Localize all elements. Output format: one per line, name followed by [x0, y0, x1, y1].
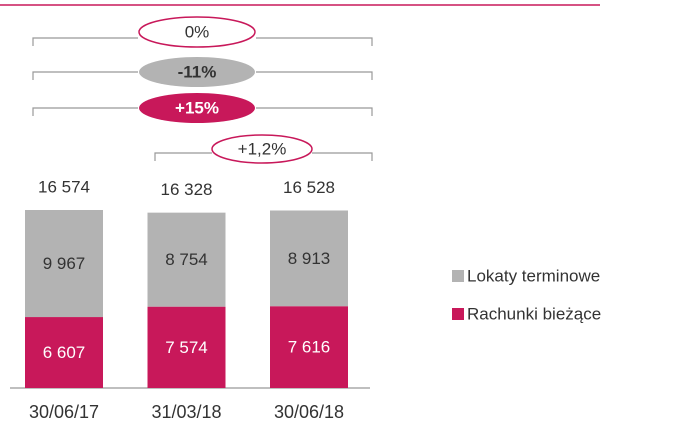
annotation-oval	[138, 16, 256, 48]
x-tick-label: 31/03/18	[151, 402, 221, 422]
bracket	[32, 71, 373, 80]
bracket	[32, 37, 373, 46]
bracket	[32, 107, 373, 116]
value-label: 7 616	[288, 338, 331, 357]
value-label: 8 913	[288, 249, 331, 268]
legend-swatch	[452, 270, 464, 282]
annotation-oval	[139, 93, 255, 123]
bar-segment	[147, 306, 226, 388]
bracket	[154, 152, 373, 161]
value-label: 8 754	[165, 250, 208, 269]
total-label: 16 574	[38, 177, 90, 196]
value-label: 7 574	[165, 338, 208, 357]
bar-segment	[147, 212, 226, 307]
value-label: 6 607	[43, 343, 86, 362]
bar-segment	[270, 210, 348, 307]
bar-segment	[25, 210, 103, 318]
x-tick-label: 30/06/18	[274, 402, 344, 422]
x-tick-label: 30/06/17	[29, 402, 99, 422]
annotation-oval	[139, 57, 255, 87]
annotation: -11%	[178, 62, 217, 81]
legend-label: Rachunki bieżące	[467, 304, 601, 323]
total-label: 16 328	[161, 180, 213, 199]
value-label: 9 967	[43, 254, 86, 273]
legend-swatch	[452, 308, 464, 320]
legend-label: Lokaty terminowe	[467, 266, 600, 285]
annotation-oval	[211, 134, 313, 164]
annotation: +1,2%	[238, 139, 287, 158]
bar-segment	[25, 317, 103, 388]
annotation: +15%	[175, 98, 219, 117]
bar-segment	[270, 306, 348, 388]
annotation: 0%	[185, 22, 210, 41]
total-label: 16 528	[283, 178, 335, 197]
